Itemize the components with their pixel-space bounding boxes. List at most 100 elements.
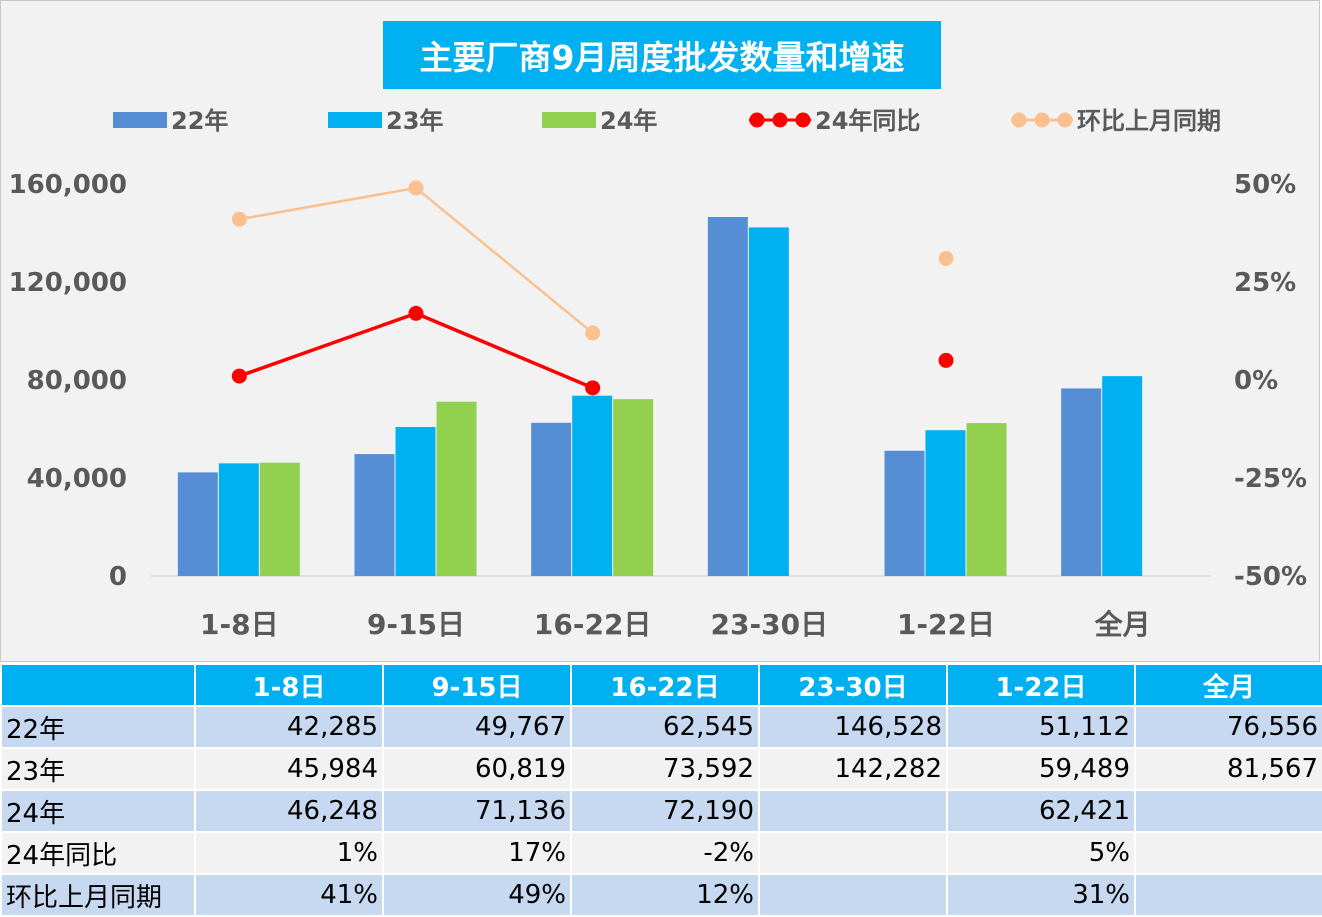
table-header-row: 1-8日 9-15日 16-22日 23-30日 1-22日 全月 [0, 663, 1322, 707]
y-left-tick-label: 80,000 [27, 366, 127, 396]
table-cell: 1% [194, 831, 384, 875]
table-cell: 31% [946, 873, 1136, 917]
line-point [938, 250, 954, 266]
legend-marker [772, 112, 788, 128]
table-row: 24年同比 1% 17% -2% 5% [0, 831, 1322, 875]
bar [531, 422, 572, 576]
chart-area: 主要厂商9月周度批发数量和增速 0 40,000 80,000 120,000 160,… [0, 0, 1320, 662]
table-cell [758, 873, 948, 917]
table-header-cell: 9-15日 [382, 663, 572, 707]
x-tick-label: 1-22日 [897, 608, 995, 641]
table-cell: 76,556 [1134, 705, 1322, 749]
legend-marker [749, 112, 765, 128]
legend-marker [1011, 112, 1027, 128]
x-tick-label: 1-8日 [200, 608, 279, 641]
bar [177, 472, 218, 576]
bar [748, 227, 789, 576]
row-label: 23年 [0, 747, 196, 791]
bar [354, 454, 395, 576]
y-left-tick-label: 120,000 [9, 268, 127, 298]
table-header-cell: 16-22日 [570, 663, 760, 707]
table-cell: 146,528 [758, 705, 948, 749]
table-header-cell [0, 663, 196, 707]
y-left-tick-label: 40,000 [27, 464, 127, 494]
row-label: 环比上月同期 [0, 873, 196, 917]
table-header-cell: 1-22日 [946, 663, 1136, 707]
table-cell: -2% [570, 831, 760, 875]
legend-marker [1034, 112, 1050, 128]
row-label: 22年 [0, 705, 196, 749]
bar [572, 395, 613, 576]
y-left-tick-label: 160,000 [9, 170, 127, 200]
legend-label: 环比上月同期 [1077, 107, 1221, 135]
row-label: 24年 [0, 789, 196, 833]
y-right-tick-label: 25% [1234, 268, 1296, 298]
x-tick-label: 16-22日 [534, 608, 652, 641]
table-cell: 46,248 [194, 789, 384, 833]
table-cell: 41% [194, 873, 384, 917]
table-header-cell: 全月 [1134, 663, 1322, 707]
chart-title: 主要厂商9月周度批发数量和增速 [419, 38, 905, 77]
table-cell: 49,767 [382, 705, 572, 749]
table-cell: 17% [382, 831, 572, 875]
table-cell: 49% [382, 873, 572, 917]
line-point [408, 180, 424, 196]
table-cell [1134, 873, 1322, 917]
y-right-tick-label: 50% [1234, 170, 1296, 200]
table-cell [1134, 831, 1322, 875]
table-cell [1134, 789, 1322, 833]
chart-svg: 0 40,000 80,000 120,000 160,000 -50% -25% 0% 25%… [9, 107, 1307, 641]
table-cell: 62,545 [570, 705, 760, 749]
table-cell: 60,819 [382, 747, 572, 791]
line-point [585, 380, 601, 396]
bar [1061, 388, 1102, 576]
table-cell: 73,592 [570, 747, 760, 791]
table-cell: 72,190 [570, 789, 760, 833]
table-cell: 42,285 [194, 705, 384, 749]
bar [218, 463, 259, 576]
table-cell: 71,136 [382, 789, 572, 833]
table-cell: 51,112 [946, 705, 1136, 749]
x-tick-label: 9-15日 [367, 608, 465, 641]
y-left-tick-label: 0 [109, 562, 127, 592]
line-point [408, 305, 424, 321]
line-point [938, 352, 954, 368]
bar [259, 462, 300, 576]
table-header-cell: 1-8日 [194, 663, 384, 707]
series-line-segment [238, 311, 417, 378]
y-right-tick-label: 0% [1234, 366, 1278, 396]
legend-label: 24年同比 [815, 107, 920, 135]
bar [884, 450, 925, 576]
table-row: 22年 42,285 49,767 62,545 146,528 51,112 … [0, 705, 1322, 749]
table-header-cell: 23-30日 [758, 663, 948, 707]
table-row: 24年 46,248 71,136 72,190 62,421 [0, 789, 1322, 833]
bar [613, 399, 654, 576]
x-tick-label: 全月 [1094, 608, 1151, 641]
bar [436, 401, 477, 576]
series-line-segment [415, 186, 594, 334]
legend-label: 23年 [386, 107, 443, 135]
table-cell: 142,282 [758, 747, 948, 791]
table-cell [758, 831, 948, 875]
legend-marker [1057, 112, 1073, 128]
table-cell [758, 789, 948, 833]
legend-marker [795, 112, 811, 128]
bar [707, 217, 748, 576]
bar [1102, 376, 1143, 576]
legend-label: 22年 [171, 107, 228, 135]
legend-swatch [328, 112, 382, 128]
y-right-tick-label: -50% [1234, 562, 1307, 592]
series-line-segment [415, 311, 594, 390]
bar [395, 426, 436, 576]
x-tick-label: 23-30日 [711, 608, 829, 641]
table-cell: 12% [570, 873, 760, 917]
table-cell: 59,489 [946, 747, 1136, 791]
line-point [231, 211, 247, 227]
legend-swatch [542, 112, 596, 128]
table-cell: 5% [946, 831, 1136, 875]
bar [966, 423, 1007, 576]
table-cell: 81,567 [1134, 747, 1322, 791]
table-row: 环比上月同期 41% 49% 12% 31% [0, 873, 1322, 917]
legend-label: 24年 [600, 107, 657, 135]
